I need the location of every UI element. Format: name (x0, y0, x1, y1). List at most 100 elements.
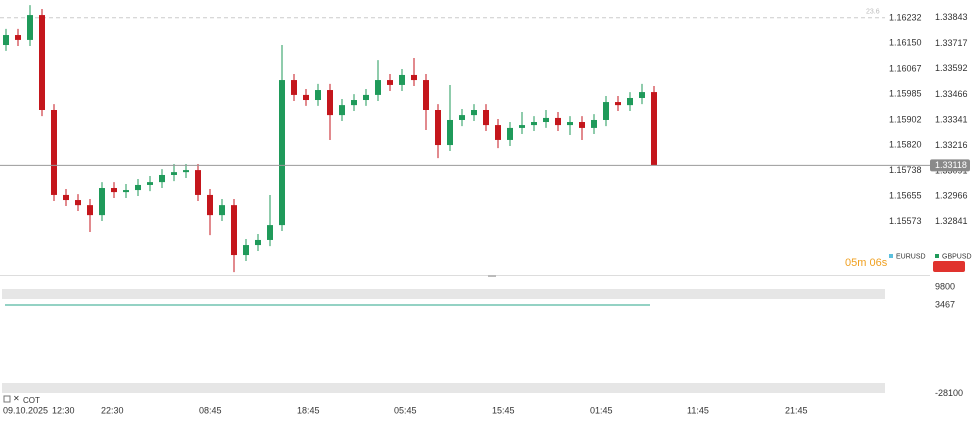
fib-label: 23.6 (866, 9, 880, 16)
candle-body (567, 122, 573, 126)
y-tick-label: 1.16232 (889, 12, 922, 22)
x-tick-label: 15:45 (492, 405, 515, 415)
y-tick-label: 1.15820 (889, 140, 922, 150)
candle-body (255, 239, 261, 246)
candle-body (195, 170, 201, 195)
candle-body (411, 74, 417, 81)
candle-body (483, 110, 489, 126)
candle-body (123, 190, 129, 193)
candle-body (651, 92, 657, 166)
candle-body (219, 205, 225, 216)
candle-body (435, 110, 441, 146)
y-tick-label: 1.33341 (935, 114, 968, 124)
candle-body (531, 122, 537, 126)
candle-body (375, 80, 381, 95)
candle-body (147, 182, 153, 185)
close-icon[interactable]: ✕ (13, 394, 20, 403)
candle-body (99, 188, 105, 216)
candle-body (63, 194, 69, 201)
candle-body (351, 100, 357, 106)
candle-body (327, 90, 333, 116)
candle-body (135, 184, 141, 191)
candle-body (471, 110, 477, 116)
candle-body (627, 97, 633, 106)
y-tick-label: 1.33592 (935, 63, 968, 73)
candle-body (3, 35, 9, 46)
y-tick-label: 1.15655 (889, 191, 922, 201)
y-tick-label: 1.33216 (935, 140, 968, 150)
candle-body (387, 80, 393, 85)
legend-swatch (935, 254, 939, 258)
candle-body (339, 105, 345, 116)
candle-body (15, 35, 21, 40)
candle-body (579, 122, 585, 128)
candle-body (75, 200, 81, 206)
y-tick-label: 1.15902 (889, 114, 922, 124)
indicator-icon[interactable] (3, 395, 11, 403)
y-tick-label: 1.15738 (889, 165, 922, 175)
price-tag (930, 159, 970, 172)
indicator-tick-label: 9800 (935, 282, 955, 292)
candle-body (27, 15, 33, 40)
x-tick-label: 01:45 (590, 405, 613, 415)
x-tick-label: 21:45 (785, 405, 808, 415)
candle-body (507, 127, 513, 140)
indicator-name: COT (23, 396, 40, 405)
candle-body (591, 119, 597, 128)
x-tick-label: 22:30 (101, 405, 124, 415)
y-tick-label: 1.33466 (935, 89, 968, 99)
pane-handle[interactable] (488, 275, 496, 277)
candle-body (639, 92, 645, 98)
x-tick-label: 05:45 (394, 405, 417, 415)
y-tick-label: 1.32841 (935, 216, 968, 226)
countdown: 05m 06s (845, 257, 888, 269)
indicator-band (2, 383, 885, 393)
indicator-tick-label: 3467 (935, 299, 955, 309)
legend-swatch (889, 254, 893, 258)
candle-body (459, 115, 465, 120)
x-tick-label: 12:30 (52, 405, 75, 415)
y-tick-label: 1.15573 (889, 216, 922, 226)
y-tick-label: 1.32966 (935, 191, 968, 201)
y-tick-label: 1.33717 (935, 38, 968, 48)
candle-body (171, 172, 177, 175)
candle-body (423, 80, 429, 110)
candle-body (183, 170, 189, 173)
candle-body (51, 110, 57, 195)
indicator-tick-label: -28100 (935, 388, 963, 398)
candle-body (207, 194, 213, 216)
candle-body (447, 119, 453, 146)
candle-body (111, 188, 117, 193)
x-tick-label: 09.10.2025 (3, 405, 48, 415)
candle-body (243, 245, 249, 256)
candle-body (159, 174, 165, 183)
symbol-tag[interactable] (933, 261, 965, 272)
x-tick-label: 11:45 (687, 405, 709, 415)
legend-label: GBPUSD (942, 253, 972, 260)
candle-body (519, 125, 525, 128)
y-tick-label: 1.15985 (889, 89, 922, 99)
candle-body (279, 80, 285, 226)
price-tag-label: 1.33118 (935, 160, 967, 170)
candle-body (87, 205, 93, 216)
candle-body (291, 80, 297, 95)
x-tick-label: 18:45 (297, 405, 320, 415)
y-tick-label: 1.16150 (889, 38, 922, 48)
candle-body (315, 90, 321, 101)
candle-body (231, 205, 237, 256)
candle-body (303, 94, 309, 101)
indicator-band (2, 289, 885, 299)
candle-body (495, 125, 501, 140)
candle-body (399, 74, 405, 85)
candle-body (363, 94, 369, 101)
candle-body (39, 15, 45, 110)
candle-body (615, 102, 621, 106)
legend-label: EURUSD (896, 253, 926, 260)
x-tick-label: 08:45 (199, 405, 222, 415)
candle-body (555, 117, 561, 126)
y-tick-label: 1.33843 (935, 12, 968, 22)
candle-body (267, 225, 273, 240)
